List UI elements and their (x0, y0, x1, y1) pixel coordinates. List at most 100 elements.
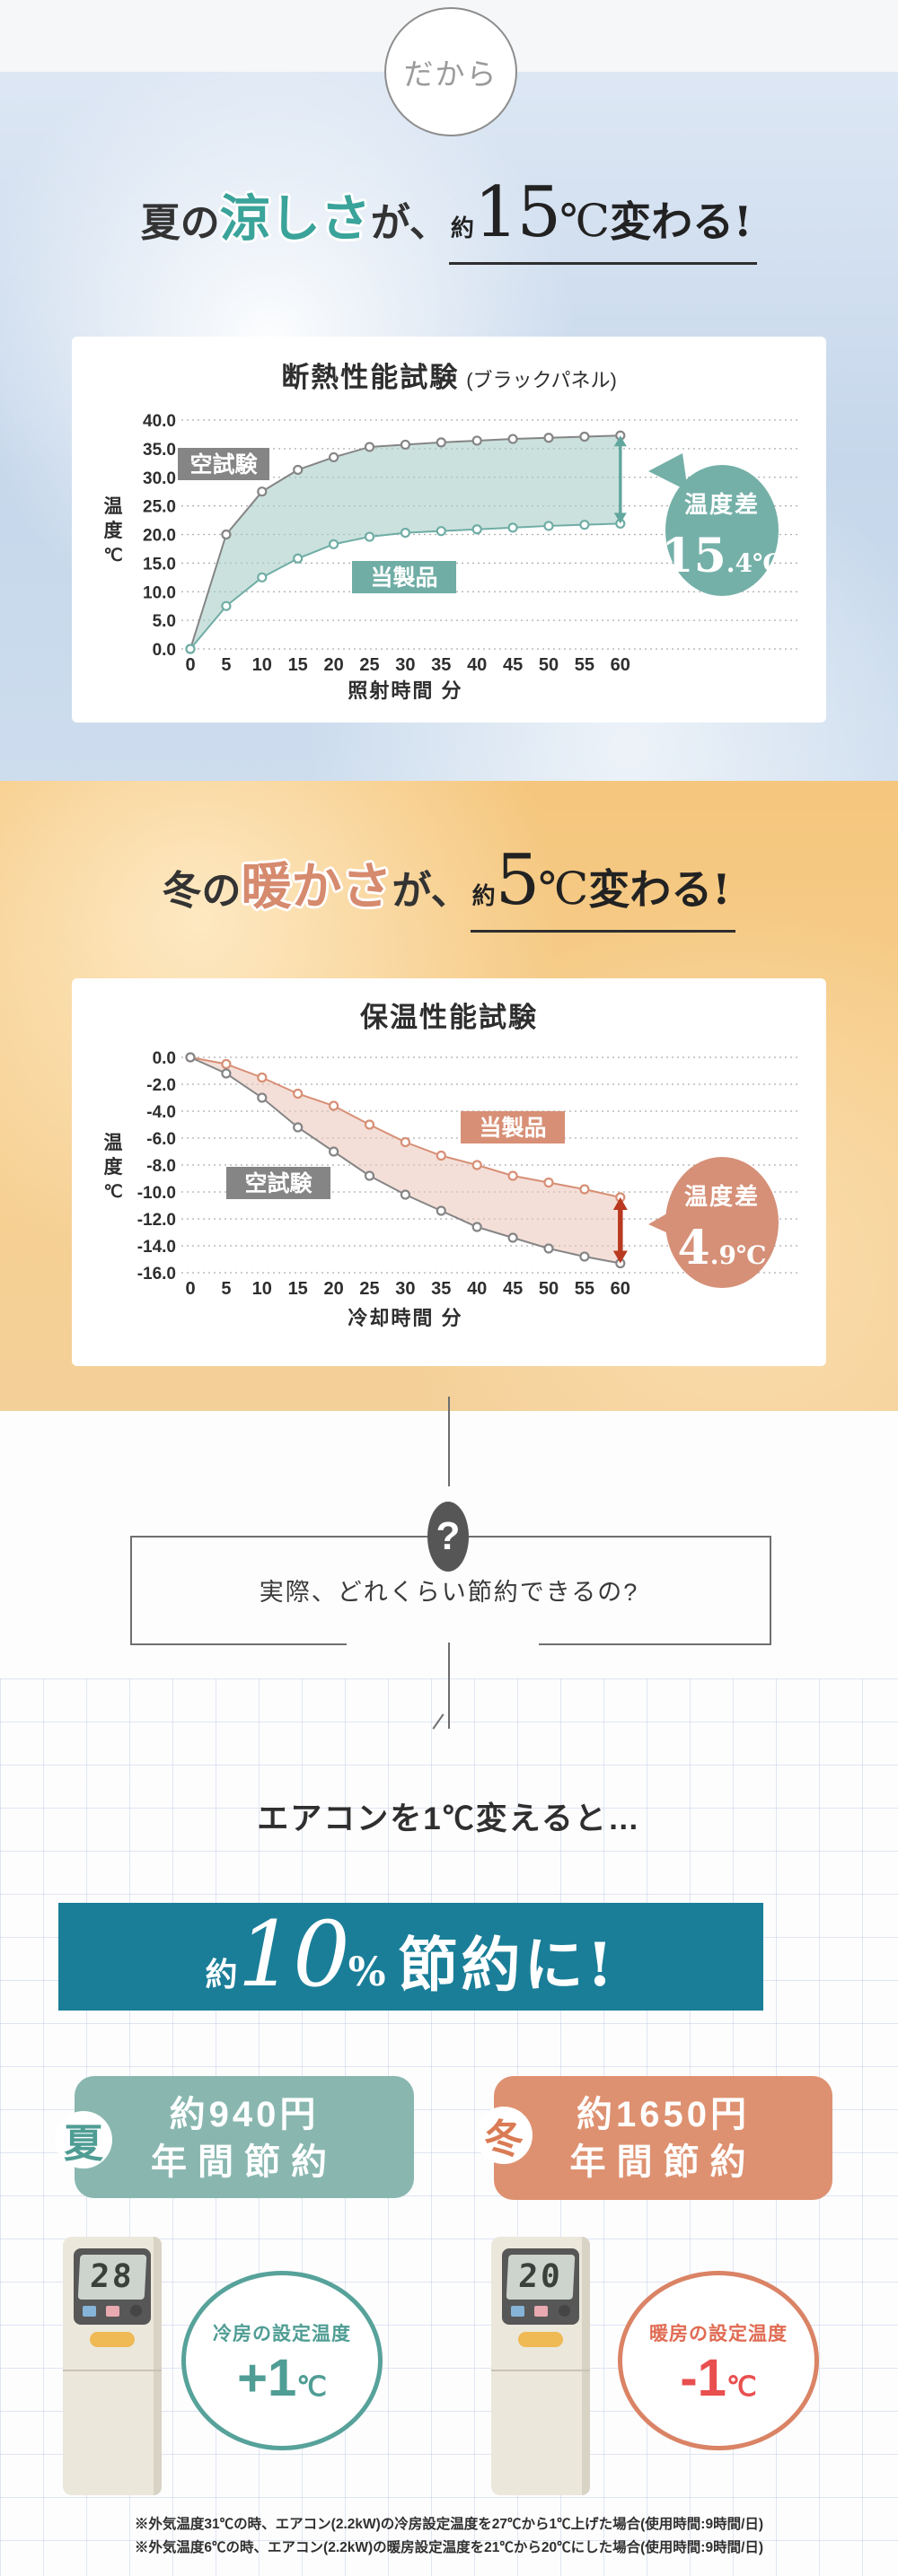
heat-retention-test-chart-card: 保温性能試験 0.0 -2.0 -4.0 -6.0 -8.0 -10.0 -12.0 -14.0… (72, 978, 826, 1366)
cooling-setting-oval: 冷房の設定温度 +1℃ (181, 2271, 383, 2450)
footnote-line: ※外気温度6℃の時、エアコン(2.2kW)の暖房設定温度を21℃から20℃にした… (134, 2540, 764, 2555)
fill-between-area (190, 435, 621, 649)
heat-retention-test-chart: 保温性能試験 0.0 -2.0 -4.0 -6.0 -8.0 -10.0 -12.0 -14.0… (103, 1002, 799, 1329)
remote-blue-button (83, 2306, 96, 2317)
summer-heading-unit: ℃ (559, 195, 611, 247)
x-tick-label: 40 (467, 655, 487, 675)
svg-text:30.0: 30.0 (143, 469, 176, 488)
x-tick-label: 0 (185, 655, 195, 675)
summer-badge: 夏 (55, 2111, 112, 2169)
svg-text:15.0: 15.0 (143, 555, 176, 574)
x-tick-label: 20 (323, 655, 343, 675)
svg-text:-2.0: -2.0 (146, 1076, 176, 1095)
x-tick-label: 30 (395, 655, 415, 675)
summer-savings-label: 年間節約 (151, 2142, 338, 2182)
series-当製品: 当製品 (185, 1052, 626, 1203)
winter-heading-value: 5 (495, 840, 541, 921)
summer-heading-approx: 約 (450, 215, 474, 242)
remote-yellow-button (518, 2332, 563, 2347)
remote-lcd-display: 28 (77, 2255, 147, 2300)
summer-savings-amount: 約940円 (169, 2095, 320, 2134)
svg-text:-14.0: -14.0 (137, 1238, 176, 1257)
x-axis-label: 冷却時間 分 (348, 1307, 462, 1329)
winter-heading-highlight: 暖かさ (241, 858, 392, 915)
summer-badge-label: 夏 (64, 2122, 103, 2166)
insulation-test-chart-card: 断熱性能試験 (ブラックパネル) 40.0 35.0 30.0 25.0 20.0 15.0 1… (72, 337, 826, 723)
svg-text:-12.0: -12.0 (137, 1211, 176, 1230)
insulation-test-chart: 断熱性能試験 (ブラックパネル) 40.0 35.0 30.0 25.0 20.0 15.0 1… (103, 362, 799, 702)
badge-label: 温度差 (684, 1183, 760, 1210)
remote-yellow-button (90, 2332, 135, 2347)
winter-heading-particle: が、 (392, 869, 471, 913)
summer-heading: 夏の涼しさが、約15℃変わる! (0, 172, 898, 265)
x-tick-label: 25 (359, 1279, 379, 1299)
remote-pink-button (106, 2306, 119, 2317)
difference-arrow (612, 1197, 628, 1264)
series-label: 当製品 (479, 1116, 546, 1141)
svg-text:20.0: 20.0 (143, 527, 176, 546)
heating-setting-delta: -1℃ (680, 2348, 756, 2408)
summer-heading-highlight: 涼しさ (219, 190, 371, 247)
svg-text:-16.0: -16.0 (137, 1265, 176, 1284)
heating-delta-value: -1 (680, 2348, 726, 2407)
winter-badge: 冬 (475, 2107, 533, 2164)
svg-text:0.0: 0.0 (153, 1049, 176, 1068)
svg-text:25.0: 25.0 (143, 498, 176, 517)
connector-line-bottom (448, 1643, 450, 1729)
summer-heading-value: 15 (473, 172, 561, 253)
winter-heading-prefix: 冬の (162, 869, 242, 913)
footnotes: ※外気温度31℃の時、エアコン(2.2kW)の冷房設定温度を27℃から1℃上げた… (0, 2513, 898, 2560)
aircon-remote-summer: 28 (63, 2237, 162, 2495)
cooling-delta-value: +1 (237, 2348, 297, 2407)
banner-value: 10 (237, 1902, 349, 2007)
question-text: 実際、どれくらい節約できるの? (259, 1579, 639, 1606)
badge-value: 15.4℃ (661, 529, 782, 583)
x-tick-label: 45 (503, 655, 523, 675)
footnote-line: ※外気温度31℃の時、エアコン(2.2kW)の冷房設定温度を27℃から1℃上げた… (134, 2517, 764, 2532)
remote-divider (63, 2370, 162, 2371)
winter-savings-label: 年間節約 (569, 2142, 757, 2182)
svg-text:40.0: 40.0 (143, 412, 176, 431)
winter-heading-suffix: 変わる! (588, 865, 731, 914)
remote-shadow-edge (154, 2237, 162, 2495)
chart-title: 保温性能試験 (360, 1002, 538, 1033)
remote-screen-housing: 28 (74, 2248, 151, 2325)
banner-suffix: 節約に! (398, 1930, 617, 2000)
banner-approx: 約 (205, 1956, 238, 1993)
winter-badge-label: 冬 (484, 2117, 524, 2161)
remote-screen-housing: 20 (502, 2248, 579, 2325)
winter-savings-amount: 約1650円 (577, 2095, 750, 2134)
question-mark-icon: ? (427, 1502, 469, 1572)
badge-label: 温度差 (684, 491, 760, 518)
y-axis-label: 温 (104, 496, 123, 517)
difference-arrow (613, 435, 627, 524)
x-tick-label: 50 (539, 1279, 559, 1299)
svg-text:35.0: 35.0 (143, 441, 176, 460)
svg-text:-10.0: -10.0 (137, 1184, 176, 1203)
summer-savings-card: 約940円 年間節約 (75, 2076, 414, 2198)
x-tick-label: 30 (395, 1279, 415, 1299)
temperature-difference-badge: 温度差 4.9℃ (648, 1157, 779, 1288)
svg-text:0.0: 0.0 (153, 641, 176, 660)
x-tick-label: 35 (431, 1279, 451, 1299)
heating-setting-label: 暖房の設定温度 (649, 2323, 788, 2344)
x-tick-label: 55 (575, 655, 594, 675)
series-label: 当製品 (370, 565, 437, 591)
summer-heading-prefix: 夏の (140, 201, 220, 245)
winter-savings-card: 約1650円 年間節約 (494, 2076, 832, 2200)
question-box-border-gap (347, 1639, 539, 1646)
x-tick-label: 10 (252, 655, 272, 675)
chart-title: 断熱性能試験 (ブラックパネル) (281, 362, 617, 393)
svg-text:10.0: 10.0 (143, 583, 176, 602)
intro-circle-badge: だから (384, 7, 517, 136)
savings-lead-text: エアコンを1℃変えると… (257, 1801, 641, 1836)
aircon-remote-winter: 20 (491, 2237, 590, 2495)
heating-delta-unit: ℃ (726, 2371, 757, 2402)
series-当製品: 当製品 (185, 518, 626, 654)
x-tick-label: 20 (323, 1279, 343, 1299)
series-空試験: 空試験 (178, 430, 626, 654)
summer-heading-suffix: 変わる! (610, 197, 753, 246)
x-tick-label: 0 (185, 1279, 195, 1299)
x-tick-label: 15 (288, 1279, 308, 1299)
remote-pink-button (534, 2306, 548, 2317)
